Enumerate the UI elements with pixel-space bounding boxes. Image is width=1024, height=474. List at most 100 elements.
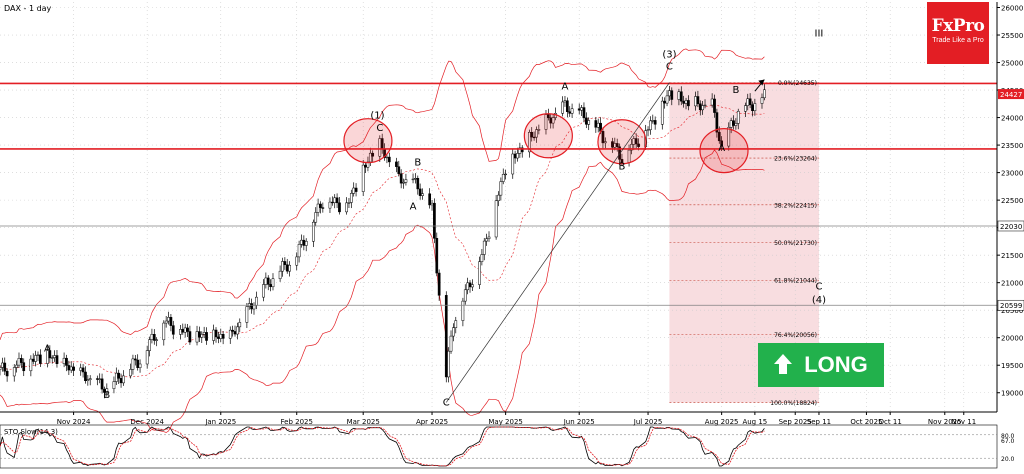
x-tick-label: Sep 2025	[779, 418, 812, 426]
candle-body	[228, 329, 232, 339]
candle-body	[736, 111, 740, 124]
candle-body	[72, 366, 75, 371]
stochastic-panel: STO Slow(14,3) 80.067.0 20.0	[0, 424, 1015, 469]
candle-body	[145, 350, 149, 365]
horizontal-lines	[0, 82, 997, 306]
candle-body	[744, 105, 747, 112]
y-tick-label: 25000	[1001, 60, 1023, 68]
lower-band	[0, 149, 765, 433]
candle-body	[133, 358, 137, 361]
candle-body	[233, 331, 237, 335]
candle-body	[98, 378, 102, 380]
logo-tagline: Trade Like a Pro	[932, 37, 984, 44]
candle-body	[630, 144, 633, 151]
candle-body	[12, 367, 16, 377]
candle-body	[395, 161, 398, 167]
candle-body	[95, 378, 99, 380]
candle-body	[152, 334, 156, 341]
candle-body	[155, 339, 159, 341]
candle-body	[660, 100, 664, 125]
candle-body	[314, 212, 318, 223]
x-tick-label: Nov 11	[951, 418, 976, 426]
x-tick-label: Dec 2024	[130, 418, 164, 426]
candle-body	[20, 358, 23, 363]
candle-body	[112, 381, 116, 389]
candle-body	[696, 96, 700, 105]
candle-body	[330, 201, 334, 204]
candle-body	[544, 114, 548, 130]
candle-body	[236, 326, 239, 335]
candle-body	[471, 284, 474, 288]
candle-body	[513, 153, 517, 159]
candle-body	[565, 100, 569, 112]
candle-body	[411, 178, 415, 181]
candle-body	[136, 359, 140, 368]
candle-body	[179, 329, 182, 335]
candle-body	[594, 120, 598, 128]
candle-body	[361, 164, 365, 192]
candle-body	[195, 331, 199, 343]
candle-body	[547, 114, 550, 119]
candle-body	[138, 363, 142, 368]
candle-body	[255, 296, 258, 306]
candle-body	[238, 322, 242, 328]
candle-body	[454, 320, 458, 328]
candle-body	[31, 358, 35, 362]
envelope-bands	[0, 48, 765, 433]
candle-body	[266, 277, 270, 285]
x-tick-label: Jan 2025	[204, 418, 236, 426]
stochastic-tick-label: 67.0	[1001, 438, 1015, 445]
wave-label: C	[666, 62, 673, 73]
candle-body	[371, 152, 375, 157]
candle-body	[677, 91, 681, 100]
candle-body	[710, 98, 714, 106]
candle-body	[615, 143, 619, 147]
candle-body	[212, 329, 215, 341]
candle-body	[347, 202, 351, 204]
candle-body	[734, 123, 738, 126]
candle-body	[414, 178, 417, 180]
candle-body	[86, 379, 90, 381]
candle-body	[79, 367, 83, 371]
candle-body	[311, 221, 315, 242]
level-tag-box	[997, 220, 1024, 232]
candle-body	[55, 355, 59, 364]
candle-body	[285, 264, 289, 272]
candle-body	[297, 244, 301, 258]
candle-body	[620, 159, 624, 163]
candle-body	[81, 367, 85, 373]
candle-body	[164, 320, 168, 324]
candle-body	[444, 295, 448, 378]
candle-body	[760, 97, 764, 104]
candle-body	[288, 264, 291, 272]
candle-body	[39, 354, 42, 364]
fib-level-label: 61.8%(21044)	[774, 278, 817, 285]
candle-body	[219, 334, 223, 339]
y-tick-label: 26000	[1001, 5, 1023, 13]
wave-label: A	[410, 201, 417, 212]
candle-body	[119, 378, 123, 384]
y-tick-label: 20500	[1001, 307, 1023, 315]
candle-body	[399, 173, 403, 184]
candle-body	[302, 239, 306, 246]
candle-body	[131, 358, 135, 370]
candle-body	[167, 317, 170, 322]
candle-body	[570, 108, 574, 114]
candle-body	[727, 127, 731, 147]
candle-body	[34, 355, 37, 362]
logo-name: FxPro	[931, 16, 985, 36]
candle-body	[763, 89, 766, 99]
candle-body	[3, 362, 7, 372]
grid	[0, 2, 997, 412]
candle-body	[69, 366, 73, 371]
level-tag-label: 20599	[1000, 302, 1022, 310]
candle-body	[551, 117, 555, 124]
fxpro-logo: FxPro Trade Like a Pro	[927, 2, 989, 64]
candle-body	[262, 284, 265, 298]
candle-body	[577, 108, 581, 111]
candle-body	[366, 161, 370, 168]
candle-body	[252, 305, 256, 310]
candle-body	[535, 129, 538, 138]
long-label: LONG	[804, 352, 868, 377]
candle-body	[601, 131, 605, 144]
